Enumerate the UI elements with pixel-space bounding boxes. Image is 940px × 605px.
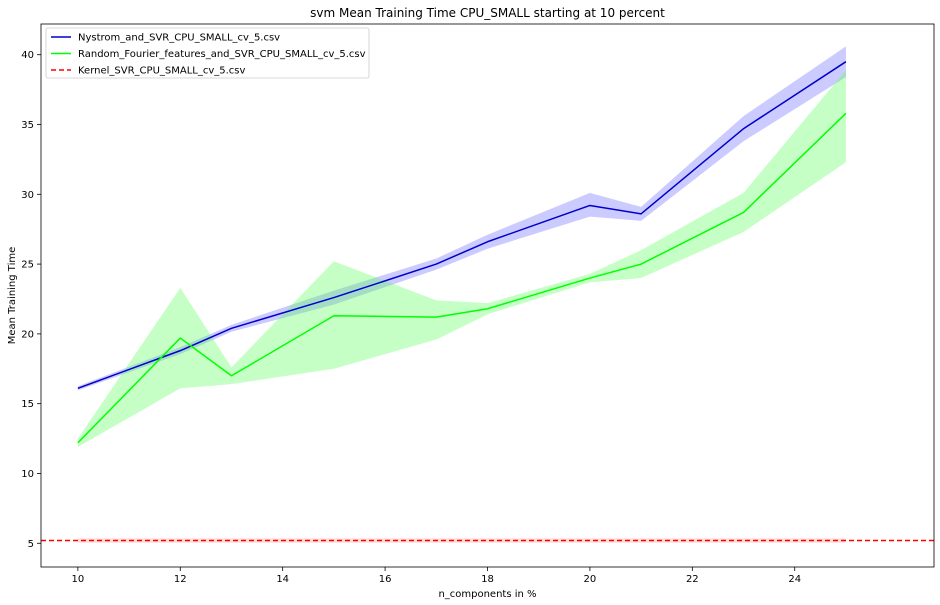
- x-tick-label: 22: [686, 574, 699, 585]
- x-tick-label: 20: [584, 574, 597, 585]
- x-tick-label: 16: [379, 574, 392, 585]
- y-tick-label: 35: [21, 120, 34, 131]
- series-1-line: [77, 61, 847, 390]
- series-2-legend-label: Random_Fourier_features_and_SVR_CPU_SMAL…: [78, 49, 366, 60]
- y-tick-label: 30: [21, 190, 34, 201]
- x-tick-label: 18: [481, 574, 494, 585]
- y-tick-label: 5: [28, 539, 34, 550]
- plot-area: [41, 24, 934, 567]
- y-tick-label: 15: [21, 399, 34, 410]
- x-axis-ticks: 10 12 14 16 18 20 22 24: [71, 567, 801, 585]
- y-tick-label: 10: [21, 469, 34, 480]
- series-lines: [41, 61, 934, 542]
- series-3-legend-label: Kernel_SVR_CPU_SMALL_cv_5.csv: [78, 66, 246, 77]
- legend-entries: Nystrom_and_SVR_CPU_SMALL_cv_5.csv Random…: [51, 33, 366, 77]
- legend-box: [45, 27, 370, 79]
- chart-title: svm Mean Training Time CPU_SMALL startin…: [310, 6, 665, 20]
- y-tick-label: 40: [21, 50, 34, 61]
- y-tick-label: 20: [21, 329, 34, 340]
- x-tick-label: 14: [276, 574, 289, 585]
- series-2-line: [77, 112, 847, 444]
- y-axis-ticks: 5 10 15 20 25 30 35 40: [21, 50, 41, 550]
- y-tick-label: 25: [21, 260, 34, 271]
- x-tick-label: 24: [788, 574, 801, 585]
- x-tick-label: 10: [71, 574, 84, 585]
- series-1-legend-label: Nystrom_and_SVR_CPU_SMALL_cv_5.csv: [78, 33, 280, 44]
- x-axis-title: n_components in %: [438, 589, 536, 600]
- x-tick-label: 12: [174, 574, 187, 585]
- legend: Nystrom_and_SVR_CPU_SMALL_cv_5.csv Random…: [45, 27, 370, 79]
- y-axis-title: Mean Training Time: [7, 247, 18, 345]
